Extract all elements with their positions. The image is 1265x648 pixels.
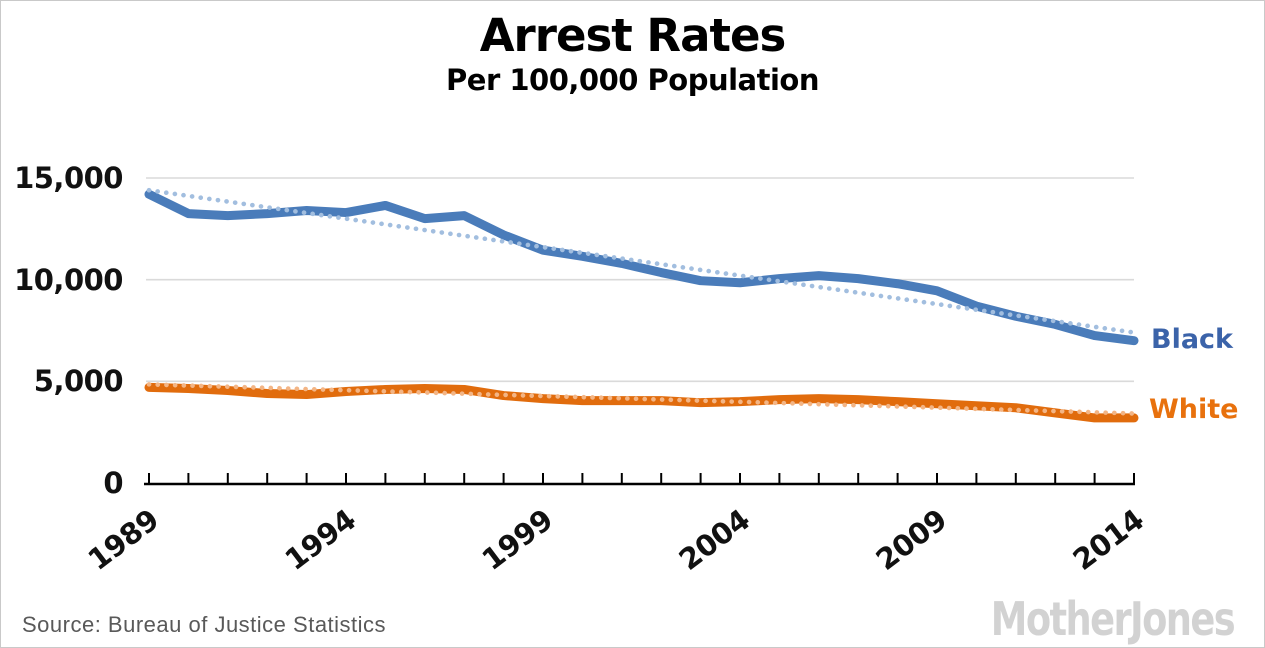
y-tick-label: 15,000 [14, 161, 123, 195]
y-tick-label: 5,000 [33, 364, 124, 399]
data-line-white [144, 382, 1139, 423]
chart-title: Arrest Rates [479, 9, 787, 62]
trendline-black [146, 187, 1137, 335]
source-note: Source: Bureau of Justice Statistics [22, 612, 387, 637]
data-line-black [144, 189, 1139, 346]
trendline-white [146, 382, 1137, 416]
series-label-black: Black [1151, 324, 1234, 355]
chart-subtitle: Per 100,000 Population [446, 63, 819, 97]
motherjones-logo: MotherJones [990, 592, 1236, 646]
series-label-white: White [1149, 394, 1239, 425]
y-tick-label: 10,000 [14, 262, 123, 297]
y-tick-label: 0 [103, 466, 123, 500]
